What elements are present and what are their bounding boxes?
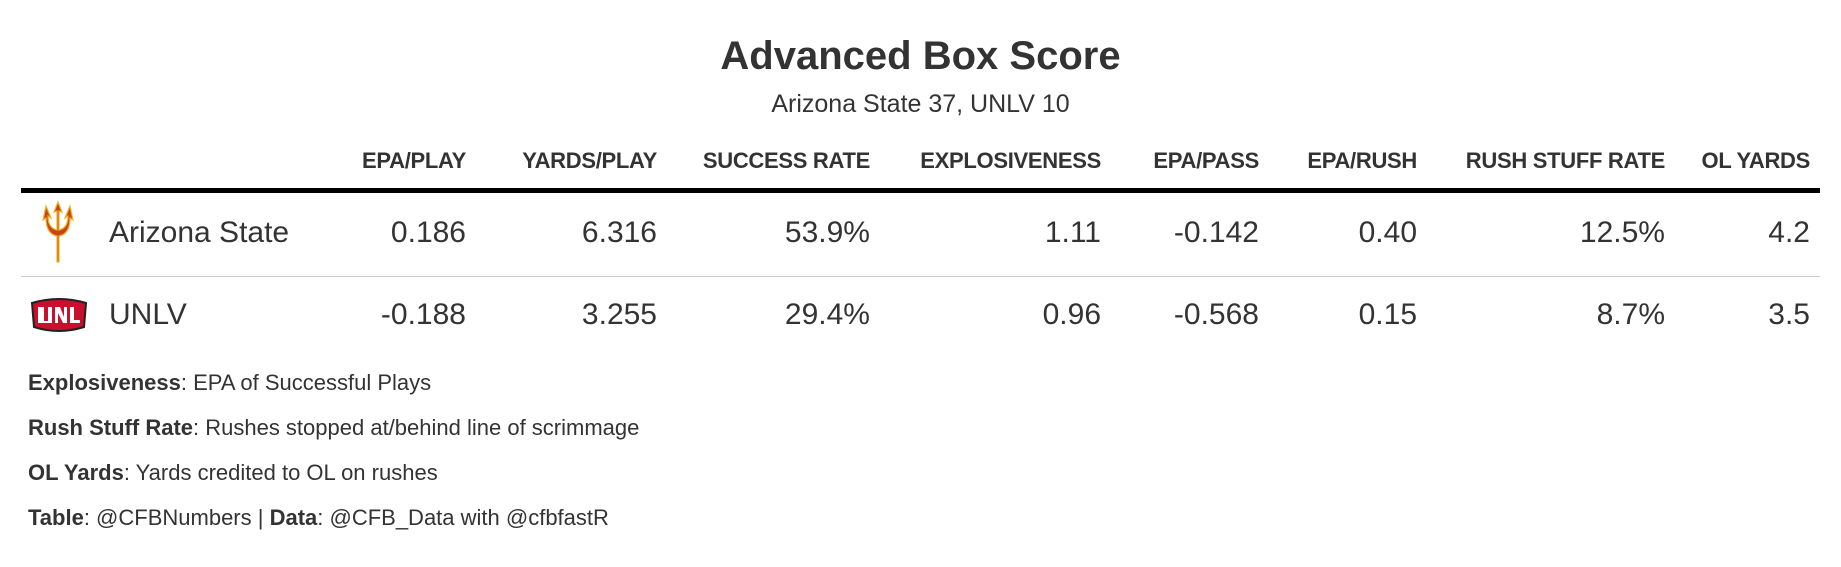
cell: 3.5 (1768, 298, 1810, 331)
footnote: Rush Stuff Rate: Rushes stopped at/behin… (28, 415, 639, 441)
title: Advanced Box Score (720, 34, 1121, 78)
cell: -0.142 (1173, 216, 1259, 249)
column-header: OL YARDS (1701, 148, 1811, 173)
cell: 4.2 (1768, 216, 1810, 249)
cell: 6.316 (581, 216, 657, 249)
cell: 8.7% (1596, 298, 1665, 331)
footnote-text: : Yards credited to OL on rushes (123, 460, 438, 485)
column-header: EPA/PASS (1153, 148, 1259, 173)
cell: 0.186 (390, 216, 466, 249)
footnote-term: OL Yards (28, 460, 124, 485)
footnote-text: : @CFBNumbers | (83, 505, 270, 530)
column-header: YARDS/PLAY (522, 148, 657, 173)
footnote-text: : EPA of Successful Plays (180, 370, 432, 395)
cell: -0.568 (1173, 298, 1259, 331)
cell: 0.15 (1358, 298, 1417, 331)
footnote: Table: @CFBNumbers | Data: @CFB_Data wit… (28, 505, 609, 531)
footnote-text: : @CFB_Data with @cfbfastR (317, 505, 609, 530)
team-name: UNLV (109, 298, 187, 331)
footnote: OL Yards: Yards credited to OL on rushes (28, 460, 438, 486)
footnote-term: Rush Stuff Rate (28, 415, 193, 440)
cell: 3.255 (581, 298, 657, 331)
cell: 53.9% (784, 216, 870, 249)
cell: 0.40 (1358, 216, 1417, 249)
unlv-logo (30, 298, 88, 332)
asu-logo (42, 200, 74, 263)
header-rule (21, 188, 1820, 193)
footnote-term: Table (28, 505, 84, 530)
column-header: SUCCESS RATE (702, 148, 870, 173)
cell: 29.4% (784, 298, 870, 331)
team-name: Arizona State (109, 216, 290, 249)
cell: -0.188 (380, 298, 466, 331)
column-header: EPA/PLAY (362, 148, 466, 173)
column-header: EPA/RUSH (1307, 148, 1417, 173)
cell: 12.5% (1579, 216, 1665, 249)
column-header: EXPLOSIVENESS (920, 148, 1101, 173)
footnote-term: Data (269, 505, 318, 530)
subtitle: Arizona State 37, UNLV 10 (771, 90, 1070, 118)
footnote-text: : Rushes stopped at/behind line of scrim… (193, 415, 640, 440)
footnote: Explosiveness: EPA of Successful Plays (28, 370, 431, 396)
cell: 0.96 (1042, 298, 1101, 331)
column-header: RUSH STUFF RATE (1465, 148, 1666, 173)
footnote-term: Explosiveness (28, 370, 181, 395)
row-rule (21, 276, 1820, 277)
cell: 1.11 (1044, 216, 1101, 249)
